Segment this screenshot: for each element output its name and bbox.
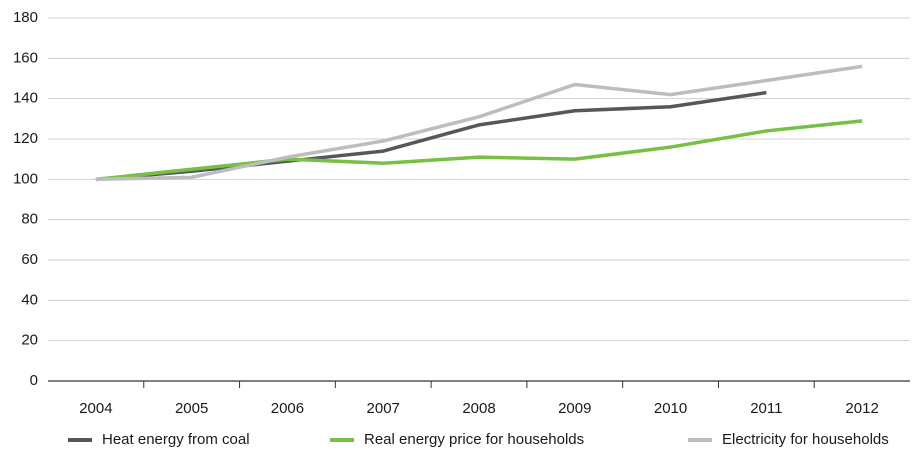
y-tick-label: 80 bbox=[21, 211, 38, 228]
legend-label: Electricity for households bbox=[722, 431, 889, 448]
series-line bbox=[95, 90, 767, 182]
y-tick-label: 40 bbox=[21, 291, 38, 308]
y-tick-label: 100 bbox=[13, 170, 38, 187]
y-tick-label: 60 bbox=[21, 251, 38, 268]
x-tick-label: 2005 bbox=[175, 400, 208, 417]
legend-label: Real energy price for households bbox=[364, 431, 584, 448]
y-tick-label: 140 bbox=[13, 90, 38, 107]
legend-label: Heat energy from coal bbox=[102, 431, 250, 448]
y-tick-label: 180 bbox=[13, 9, 38, 26]
x-tick-label: 2011 bbox=[750, 400, 782, 417]
y-tick-label: 20 bbox=[21, 332, 38, 349]
x-tick-label: 2010 bbox=[654, 400, 687, 417]
y-tick-label: 120 bbox=[13, 130, 38, 147]
series-line bbox=[95, 119, 863, 182]
y-tick-label: 160 bbox=[13, 49, 38, 66]
x-tick-label: 2007 bbox=[367, 400, 400, 417]
x-tick-label: 2012 bbox=[845, 400, 878, 417]
x-tick-label: 2008 bbox=[462, 400, 495, 417]
x-tick-label: 2009 bbox=[558, 400, 591, 417]
x-tick-label: 2006 bbox=[271, 400, 304, 417]
y-tick-label: 0 bbox=[30, 372, 38, 389]
series-line bbox=[95, 64, 863, 182]
x-tick-label: 2004 bbox=[79, 400, 112, 417]
